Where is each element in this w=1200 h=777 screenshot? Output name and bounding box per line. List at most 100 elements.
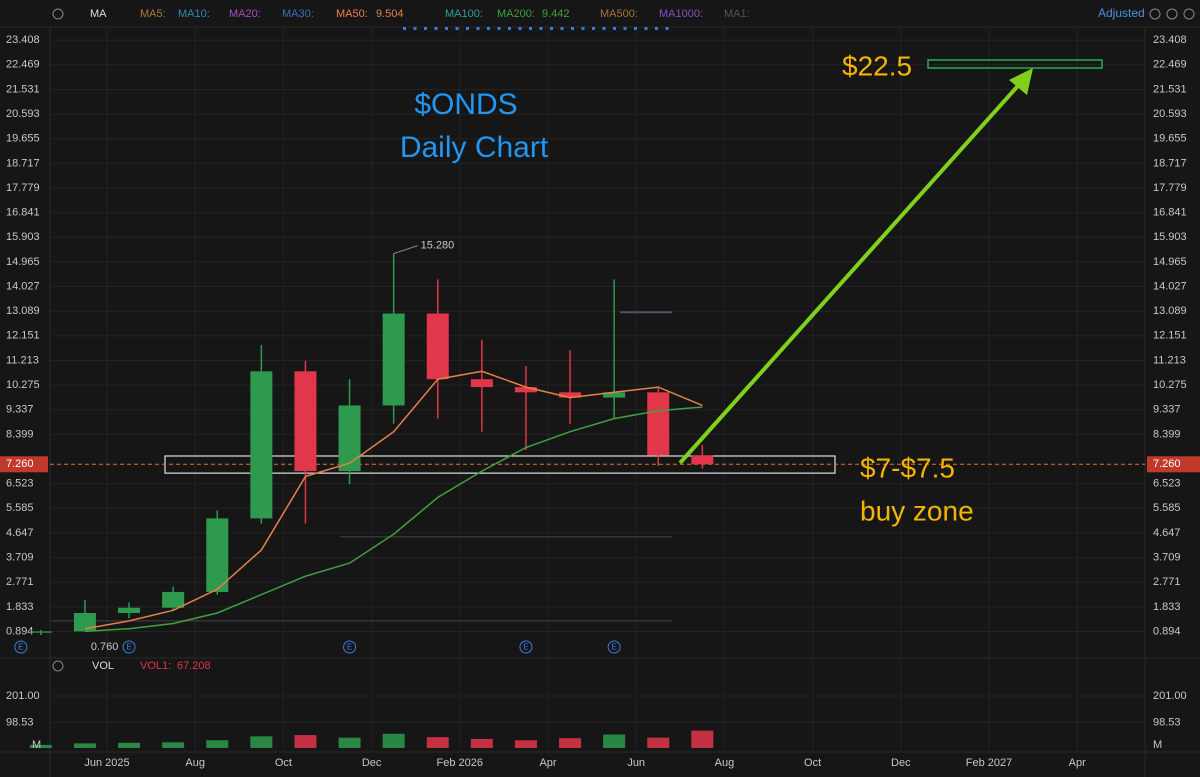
toolbar-dot bbox=[529, 27, 532, 30]
y-tick-label: 2.771 bbox=[6, 576, 34, 588]
y-tick-label: 22.469 bbox=[1153, 59, 1187, 71]
earnings-marker bbox=[519, 640, 533, 654]
toolbar-dot bbox=[445, 27, 448, 30]
last-price-tag bbox=[1147, 456, 1200, 473]
volume-tick-label: 98.53 bbox=[1153, 716, 1181, 728]
volume-bar bbox=[426, 737, 449, 748]
ma-line bbox=[84, 406, 703, 633]
earnings-label: E bbox=[523, 643, 528, 652]
earnings-marker bbox=[14, 640, 28, 654]
earnings-label: E bbox=[347, 643, 352, 652]
y-tick-label: 10.275 bbox=[6, 379, 40, 391]
y-tick-label: 21.531 bbox=[6, 83, 40, 95]
volume-bar bbox=[294, 735, 317, 748]
y-tick-label: 14.965 bbox=[1153, 256, 1187, 268]
candle-body bbox=[73, 612, 96, 632]
ma-legend-name: MA500: bbox=[600, 8, 638, 20]
y-tick-label: 21.531 bbox=[1153, 83, 1187, 95]
ma-line bbox=[84, 370, 703, 630]
volume-bar bbox=[470, 738, 493, 748]
target-label: $22.5 bbox=[842, 50, 912, 81]
toolbar-dot bbox=[413, 27, 417, 30]
toolbar-dot bbox=[623, 27, 627, 30]
earnings-label: E bbox=[18, 643, 23, 652]
volume-bar bbox=[162, 742, 185, 748]
last-price-label: 7.260 bbox=[1153, 458, 1181, 470]
candle-body bbox=[514, 387, 537, 393]
ma-legend-name: MA1: bbox=[724, 8, 750, 20]
toolbar-dot bbox=[508, 27, 511, 30]
volume-indicator: VOL bbox=[92, 660, 114, 672]
earnings-label: E bbox=[126, 643, 131, 652]
candle-body bbox=[250, 371, 273, 519]
x-tick-label: Feb 2026 bbox=[437, 757, 483, 769]
y-tick-label: 12.151 bbox=[6, 330, 40, 342]
volume-bar bbox=[691, 730, 714, 748]
candle-body bbox=[559, 392, 582, 398]
ma-legend-name: MA20: bbox=[229, 8, 261, 20]
y-tick-label: 22.469 bbox=[6, 59, 40, 71]
settings-icon[interactable] bbox=[52, 8, 64, 20]
buy-zone-caption: buy zone bbox=[860, 495, 974, 526]
y-tick-label: 5.585 bbox=[6, 502, 34, 514]
x-tick-label: Dec bbox=[891, 757, 911, 769]
y-tick-label: 12.151 bbox=[1153, 330, 1187, 342]
x-tick-label: Dec bbox=[362, 757, 382, 769]
ma-legend-name: MA200: bbox=[497, 8, 535, 20]
volume-bar bbox=[559, 738, 582, 748]
high-pointer bbox=[393, 245, 418, 255]
toolbar-dot bbox=[424, 27, 427, 30]
toolbar-dot bbox=[497, 27, 501, 30]
y-tick-label: 9.337 bbox=[6, 404, 34, 416]
x-tick-label: Jun bbox=[627, 757, 645, 769]
close-button[interactable] bbox=[1183, 8, 1195, 20]
ma-legend-value: 9.442 bbox=[542, 8, 570, 20]
ma-legend-name: MA1000: bbox=[659, 8, 703, 20]
toolbar-dot bbox=[550, 27, 553, 30]
volume-legend-value: 67.208 bbox=[177, 660, 211, 672]
volume-bar bbox=[647, 737, 670, 748]
settings-icon[interactable] bbox=[52, 660, 64, 672]
y-tick-label: 16.841 bbox=[1153, 207, 1187, 219]
last-price-label: 7.260 bbox=[6, 458, 34, 470]
candle-body bbox=[691, 455, 714, 465]
ma-legend-name: MA100: bbox=[445, 8, 483, 20]
candle-body bbox=[206, 518, 229, 592]
toolbar-dot bbox=[655, 27, 658, 30]
chart-subtitle: Daily Chart bbox=[400, 131, 549, 164]
volume-tick-label: 201.00 bbox=[6, 690, 40, 702]
volume-unit: M bbox=[1153, 739, 1162, 751]
indicator-name: MA bbox=[90, 8, 107, 20]
y-tick-label: 1.833 bbox=[6, 601, 34, 613]
x-tick-label: Aug bbox=[715, 757, 735, 769]
y-tick-label: 14.027 bbox=[6, 280, 40, 292]
y-tick-label: 15.903 bbox=[1153, 231, 1187, 243]
candle-body bbox=[382, 313, 405, 406]
y-tick-label: 1.833 bbox=[1153, 601, 1181, 613]
ma-legend-name: MA5: bbox=[140, 8, 166, 20]
volume-bar bbox=[514, 740, 537, 748]
x-tick-label: Apr bbox=[539, 757, 556, 769]
y-tick-label: 8.399 bbox=[1153, 428, 1181, 440]
x-tick-label: Apr bbox=[1069, 757, 1086, 769]
earnings-label: E bbox=[611, 643, 616, 652]
y-tick-label: 6.523 bbox=[6, 478, 34, 490]
earnings-marker bbox=[122, 640, 136, 654]
toolbar-dot bbox=[455, 27, 459, 30]
toolbar-dot bbox=[518, 27, 522, 30]
ma-legend-name: MA50: bbox=[336, 8, 368, 20]
toolbar-dot bbox=[403, 27, 406, 30]
y-tick-label: 17.779 bbox=[6, 182, 40, 194]
y-tick-label: 0.894 bbox=[6, 625, 34, 637]
settings-button[interactable] bbox=[1166, 8, 1178, 20]
ma-legend-value: 9.504 bbox=[376, 8, 404, 20]
minus-button[interactable] bbox=[1149, 8, 1161, 20]
toolbar-dot bbox=[434, 27, 438, 30]
x-tick-label: Aug bbox=[185, 757, 205, 769]
y-tick-label: 0.894 bbox=[1153, 625, 1181, 637]
y-tick-label: 19.655 bbox=[6, 133, 40, 145]
y-tick-label: 20.593 bbox=[6, 108, 40, 120]
high-label: 15.280 bbox=[421, 240, 455, 252]
